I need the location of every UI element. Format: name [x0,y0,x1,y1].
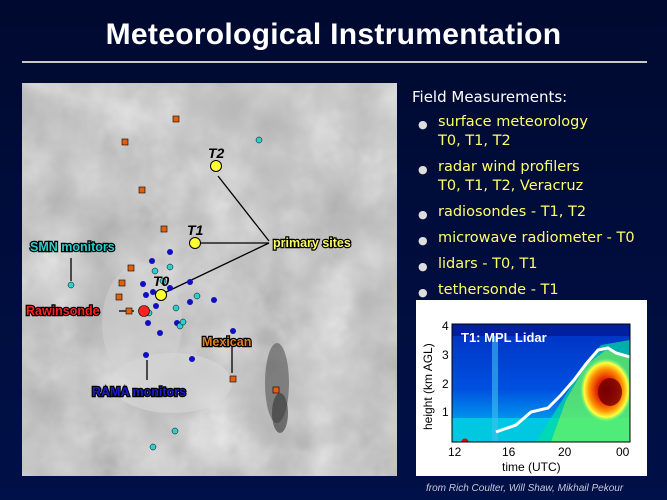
field-item: ● tethersonde - T1 [412,281,662,300]
x-tick-12: 12 [448,445,462,459]
rama-monitors-label: RAMA monitors [92,385,186,399]
field-item: ● microwave radiometer - T0 [412,229,662,248]
smn-monitors-label: SMN monitors [30,240,115,254]
lidar-plot-title: T1: MPL Lidar [461,330,547,345]
bullet-icon: ● [418,260,428,273]
field-item: ● radiosondes - T1, T2 [412,203,662,222]
y-tick-2: 2 [442,377,449,391]
y-tick-4: 4 [442,319,449,333]
x-tick-20: 20 [558,445,572,459]
site-t0-marker [155,289,167,301]
field-item-text: lidars - T0, T1 [438,256,538,272]
field-measurements-panel: Field Measurements: ● surface meteorology… [412,88,662,307]
field-item-text: tethersonde - T1 [438,282,559,298]
field-item-text: microwave radiometer - T0 [438,230,635,246]
bullet-icon: ● [418,118,428,131]
y-tick-1: 1 [442,405,449,419]
site-t2-marker [210,160,222,172]
bullet-icon: ● [418,208,428,221]
lidar-plot: T1: MPL Lidar 1 2 3 4 12 16 20 00 time (… [416,300,647,476]
field-item-sites: T0, T1, T2, Veracruz [438,178,584,194]
bullet-icon: ● [418,234,428,247]
field-measurements-list: ● surface meteorology T0, T1, T2 ● radar win… [412,113,662,300]
field-measurements-heading: Field Measurements: [412,88,568,106]
credit-text: from Rich Coulter, Will Shaw, Mikhail Pe… [426,483,624,494]
y-axis-label: height (km AGL) [421,343,435,430]
site-t2-label: T2 [208,145,225,161]
rawinsonde-label: Rawinsonde [26,304,100,318]
field-item-text: radiosondes - T1, T2 [438,204,587,220]
field-item: ● surface meteorology T0, T1, T2 [412,113,662,151]
site-t0-label: T0 [153,273,170,289]
primary-sites-label: primary sites [273,236,351,250]
field-item-sites: T0, T1, T2 [438,133,511,149]
mexican-label: Mexican [202,335,251,349]
x-axis-label: time (UTC) [502,460,561,474]
site-t1-label: T1 [187,222,204,238]
x-tick-16: 16 [502,445,516,459]
site-t1-marker [189,237,201,249]
x-tick-00: 00 [616,445,630,459]
title-underline [22,61,647,63]
field-item-text: surface meteorology [438,114,588,130]
terrain-map: T2 T1 T0 SMN monitors primary sites Rawi… [22,83,397,476]
bullet-icon: ● [418,286,428,299]
field-item: ● radar wind profilers T0, T1, T2, Veracru… [412,158,662,196]
field-item: ● lidars - T0, T1 [412,255,662,274]
y-tick-3: 3 [442,348,449,362]
field-item-text: radar wind profilers [438,159,580,175]
slide-title: Meteorological Instrumentation [105,18,562,51]
bullet-icon: ● [418,163,428,176]
